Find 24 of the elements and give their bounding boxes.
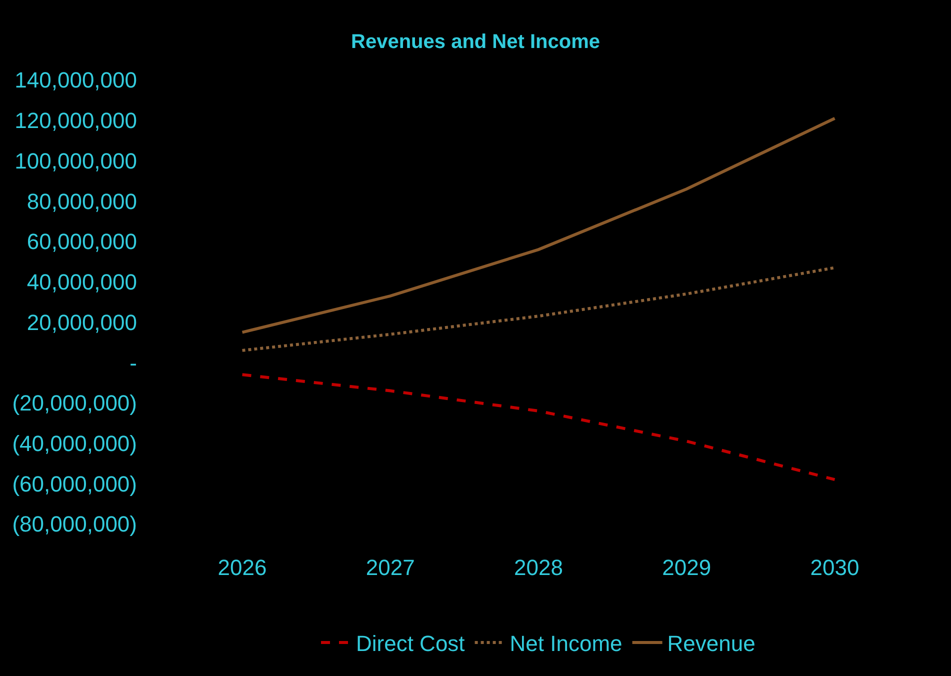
line-series	[240, 116, 836, 334]
y-tick-label: 140,000,000	[14, 68, 137, 93]
y-tick-label: (20,000,000)	[12, 390, 137, 416]
y-tick-label: 60,000,000	[26, 229, 137, 254]
y-tick-label: (60,000,000)	[12, 471, 137, 496]
x-tick-label: 2028	[514, 555, 563, 580]
x-tick-label: 2029	[662, 555, 712, 580]
line-series	[240, 266, 836, 352]
y-tick-label: (80,000,000)	[12, 512, 137, 537]
x-tick-label: 2026	[218, 555, 267, 580]
legend-label: Direct Cost	[356, 631, 465, 656]
line-series	[240, 373, 836, 482]
chart-title: Revenues and Net Income	[351, 30, 600, 53]
legend-label: Revenue	[667, 631, 756, 656]
y-tick-label: 100,000,000	[14, 148, 137, 174]
x-tick-label: 2027	[366, 555, 415, 580]
y-tick-label: 120,000,000	[14, 108, 137, 134]
y-tick-label: 80,000,000	[26, 188, 137, 214]
y-tick-label: -	[130, 350, 137, 376]
y-tick-label: 20,000,000	[26, 310, 137, 335]
legend-label: Net Income	[510, 631, 622, 656]
y-tick-label: 40,000,000	[26, 270, 137, 295]
y-tick-label: (40,000,000)	[12, 430, 137, 456]
x-tick-label: 2030	[810, 555, 860, 580]
